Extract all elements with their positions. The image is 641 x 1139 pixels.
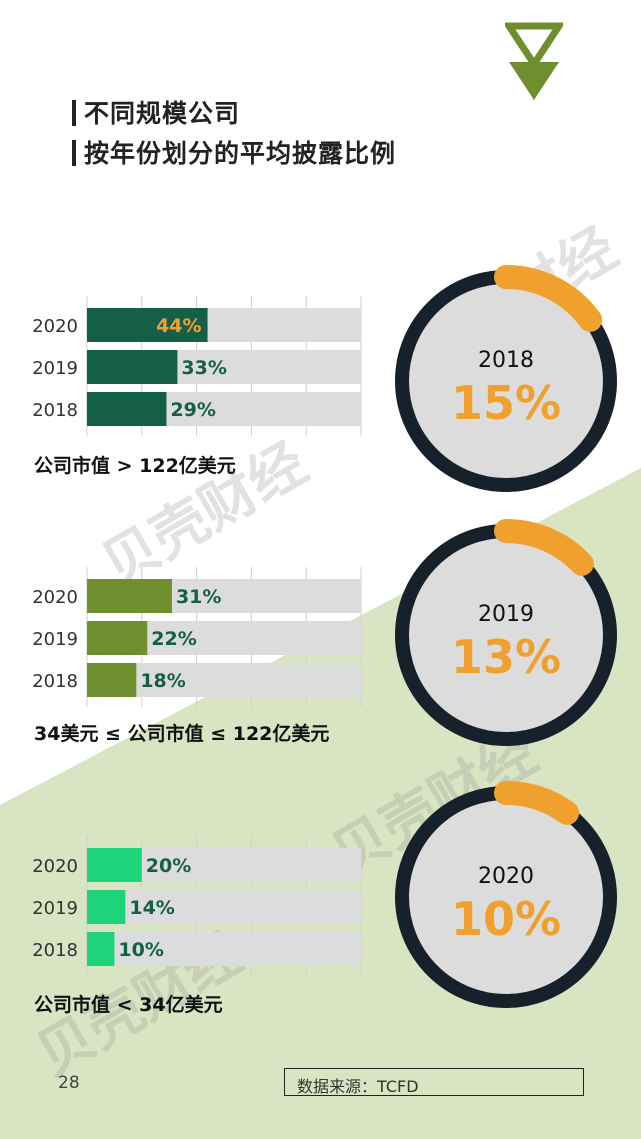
chart-caption-small: 公司市值 < 34亿美元 — [34, 994, 223, 1016]
bar-2019 — [87, 621, 148, 655]
value-label-2019: 33% — [181, 357, 226, 379]
value-label-2019: 14% — [129, 897, 174, 919]
bar-chart-small-cap: 2020 20% 2019 14% 2018 10% — [32, 836, 362, 976]
bar-2019 — [87, 890, 126, 924]
ring-value-label: 10% — [451, 892, 561, 946]
value-label-2020: 31% — [176, 586, 221, 608]
title-line-1: 不同规模公司 — [72, 94, 240, 130]
ring-year-label: 2019 — [478, 602, 534, 627]
ring-fill — [402, 277, 610, 485]
ring-chart-2020: 2020 10% — [395, 781, 617, 1008]
category-label-2020: 2020 — [32, 316, 78, 337]
ring-value-arc — [494, 519, 594, 576]
bar-chart-large-cap: 2020 44% 2019 33% 2018 29% — [32, 296, 362, 436]
ring-fill — [402, 793, 610, 1001]
source-note: 数据来源：TCFD — [284, 1068, 584, 1096]
value-label-2018: 10% — [118, 939, 163, 961]
chart-caption-large: 公司市值 > 122亿美元 — [34, 455, 236, 477]
bar-track — [87, 890, 361, 924]
category-label-2018: 2018 — [32, 940, 78, 961]
chart-caption-mid: 34美元 ≤ 公司市值 ≤ 122亿美元 — [34, 723, 330, 745]
bar-2020 — [87, 308, 208, 342]
ring-value-arc — [494, 265, 603, 332]
bar-2018 — [87, 392, 167, 426]
value-label-2020: 44% — [156, 315, 201, 337]
title-text-1: 不同规模公司 — [84, 99, 241, 128]
category-label-2019: 2019 — [32, 898, 78, 919]
ring-value-arc — [494, 781, 580, 825]
logo-icon — [505, 22, 563, 100]
ring-fill — [402, 531, 610, 739]
ring-value-label: 13% — [451, 630, 561, 684]
category-label-2020: 2020 — [32, 856, 78, 877]
category-label-2020: 2020 — [32, 587, 78, 608]
bar-2018 — [87, 663, 137, 697]
title-line-2: 按年份划分的平均披露比例 — [72, 134, 396, 170]
ring-chart-2019: 2019 13% — [395, 519, 617, 746]
ring-year-label: 2018 — [478, 348, 534, 373]
title-bar-marker — [72, 100, 76, 126]
value-label-2019: 22% — [151, 628, 196, 650]
page-number: 28 — [58, 1073, 80, 1093]
bar-2020 — [87, 579, 172, 613]
ring-year-label: 2020 — [478, 864, 534, 889]
bar-2019 — [87, 350, 178, 384]
value-label-2018: 18% — [140, 670, 185, 692]
ring-value-label: 15% — [451, 376, 561, 430]
title-bar-marker — [72, 140, 76, 166]
category-label-2019: 2019 — [32, 629, 78, 650]
category-label-2018: 2018 — [32, 671, 78, 692]
bar-2020 — [87, 848, 142, 882]
value-label-2020: 20% — [146, 855, 191, 877]
title-text-2: 按年份划分的平均披露比例 — [84, 139, 397, 168]
bar-chart-mid-cap: 2020 31% 2019 22% 2018 18% — [32, 567, 362, 707]
bar-track — [87, 932, 361, 966]
value-label-2018: 29% — [170, 399, 215, 421]
category-label-2019: 2019 — [32, 358, 78, 379]
ring-chart-2018: 2018 15% — [395, 265, 617, 492]
category-label-2018: 2018 — [32, 400, 78, 421]
bar-2018 — [87, 932, 115, 966]
